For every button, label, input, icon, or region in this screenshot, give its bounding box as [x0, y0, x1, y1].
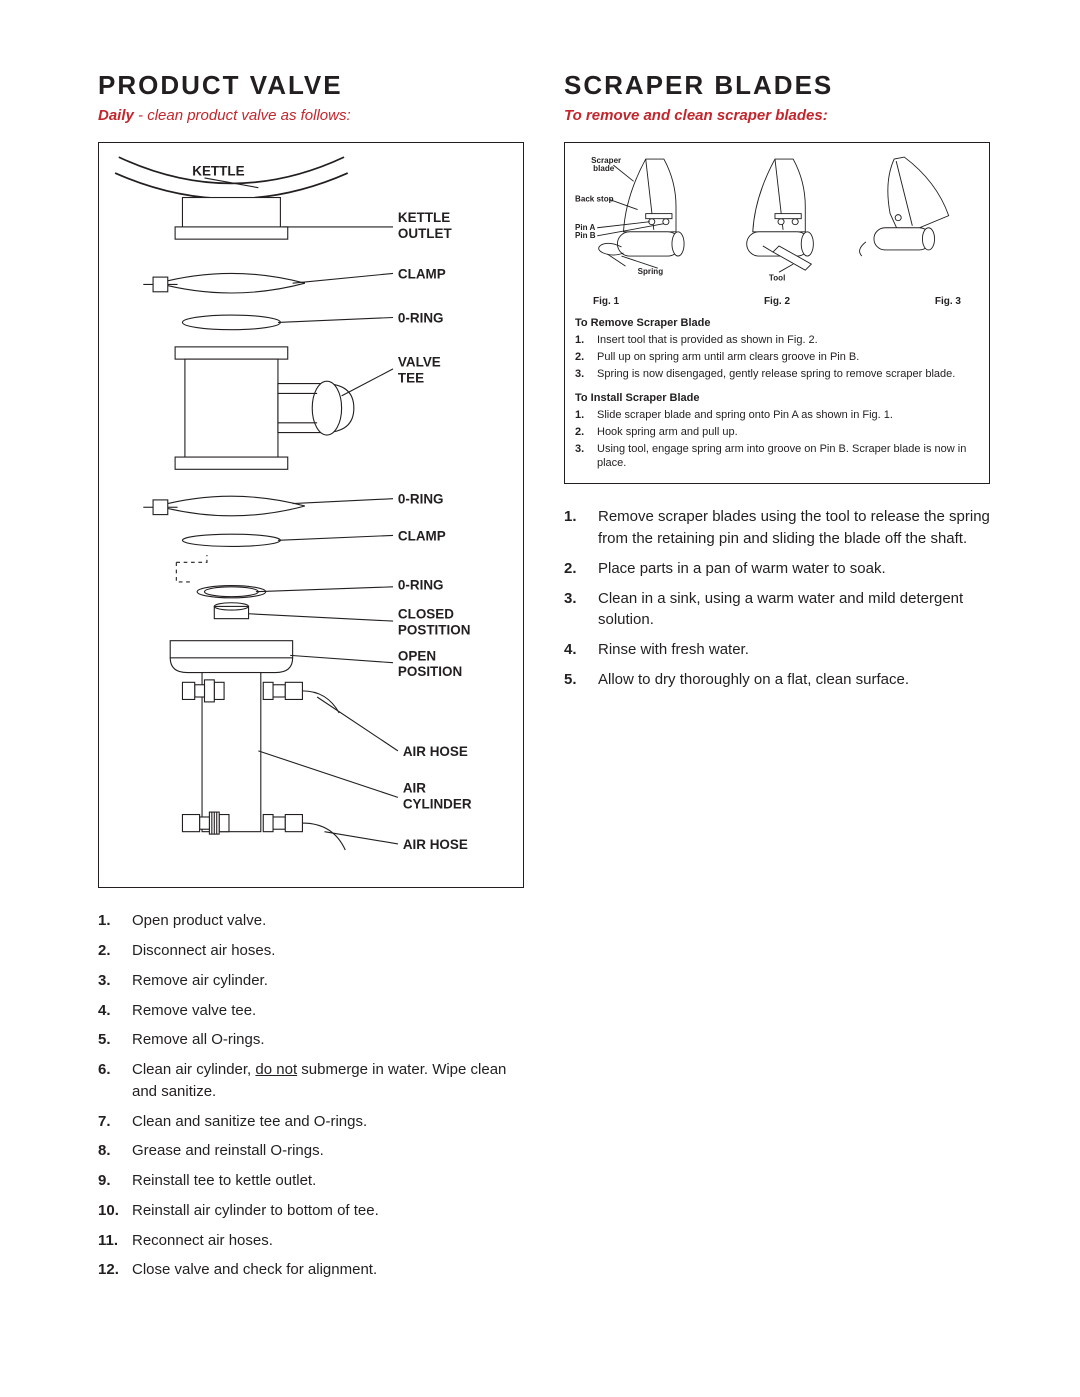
step-item: Insert tool that is provided as shown in… [575, 333, 979, 348]
step-item: Remove all O-rings. [98, 1029, 524, 1051]
step-item: Disconnect air hoses. [98, 940, 524, 962]
svg-text:KETTLE: KETTLE [398, 210, 450, 225]
right-column: Scraper Blades To remove and clean scrap… [564, 70, 990, 1289]
svg-text:CYLINDER: CYLINDER [403, 796, 472, 811]
step-item: Clean air cylinder, do not submerge in w… [98, 1059, 524, 1103]
svg-text:OUTLET: OUTLET [398, 226, 453, 241]
step-item: Place parts in a pan of warm water to so… [564, 558, 990, 580]
scraper-blades-subhead: To remove and clean scraper blades: [564, 107, 990, 124]
scraper-clean-steps: Remove scraper blades using the tool to … [564, 506, 990, 690]
step-item: Reinstall tee to kettle outlet. [98, 1170, 524, 1192]
step-item: Hook spring arm and pull up. [575, 425, 979, 440]
svg-text:POSTITION: POSTITION [398, 623, 471, 638]
step-item: Grease and reinstall O-rings. [98, 1140, 524, 1162]
svg-text:OPEN: OPEN [398, 648, 436, 663]
step-item: Rinse with fresh water. [564, 639, 990, 661]
scraper-diagram-box: Scraper blade Back stop Pin A Pin B Spri… [564, 142, 990, 484]
svg-text:CLAMP: CLAMP [398, 528, 446, 543]
step-item: Close valve and check for alignment. [98, 1259, 524, 1281]
step-item: Allow to dry thoroughly on a flat, clean… [564, 669, 990, 691]
product-valve-svg: KETTLE KETTLE OUTLET CLAMP 0-RING VALVE … [109, 151, 513, 873]
svg-text:0-RING: 0-RING [398, 577, 444, 592]
scraper-blades-heading: Scraper Blades [564, 70, 990, 101]
svg-text:0-RING: 0-RING [398, 310, 444, 325]
left-column: Product Valve Daily - clean product valv… [98, 70, 524, 1289]
step-item: Spring is now disengaged, gently release… [575, 367, 979, 382]
step-item: Clean and sanitize tee and O-rings. [98, 1111, 524, 1133]
scraper-svg: Scraper blade Back stop Pin A Pin B Spri… [575, 151, 979, 292]
svg-text:AIR: AIR [403, 780, 426, 795]
fig1-label: Fig. 1 [593, 296, 619, 307]
svg-text:0-RING: 0-RING [398, 492, 444, 507]
fig3-label: Fig. 3 [935, 296, 961, 307]
step-item: Clean in a sink, using a warm water and … [564, 588, 990, 632]
two-column-layout: Product Valve Daily - clean product valv… [98, 70, 990, 1289]
svg-text:AIR HOSE: AIR HOSE [403, 837, 468, 852]
svg-text:CLAMP: CLAMP [398, 266, 446, 281]
fig2-label: Fig. 2 [764, 296, 790, 307]
svg-text:Spring: Spring [638, 267, 664, 276]
svg-text:AIR HOSE: AIR HOSE [403, 744, 468, 759]
svg-text:KETTLE: KETTLE [192, 163, 244, 178]
svg-text:VALVE: VALVE [398, 354, 441, 369]
step-item: Remove air cylinder. [98, 970, 524, 992]
install-heading: To Install Scraper Blade [575, 392, 979, 404]
product-valve-steps: Open product valve. Disconnect air hoses.… [98, 910, 524, 1281]
svg-text:CLOSED: CLOSED [398, 607, 454, 622]
product-valve-heading: Product Valve [98, 70, 524, 101]
step-item: Pull up on spring arm until arm clears g… [575, 350, 979, 365]
product-valve-subhead: Daily - clean product valve as follows: [98, 107, 524, 124]
product-valve-diagram: KETTLE KETTLE OUTLET CLAMP 0-RING VALVE … [98, 142, 524, 888]
step-item: Reconnect air hoses. [98, 1230, 524, 1252]
step-item: Slide scraper blade and spring onto Pin … [575, 408, 979, 423]
step-item: Remove valve tee. [98, 1000, 524, 1022]
svg-text:blade: blade [593, 164, 615, 173]
step-item: Open product valve. [98, 910, 524, 932]
remove-steps: Insert tool that is provided as shown in… [575, 333, 979, 382]
svg-text:Pin B: Pin B [575, 231, 596, 240]
step-item: Reinstall air cylinder to bottom of tee. [98, 1200, 524, 1222]
svg-text:TEE: TEE [398, 370, 424, 385]
remove-heading: To Remove Scraper Blade [575, 317, 979, 329]
svg-text:POSITION: POSITION [398, 664, 462, 679]
svg-text:Tool: Tool [769, 273, 785, 282]
install-steps: Slide scraper blade and spring onto Pin … [575, 408, 979, 471]
figure-labels-row: Fig. 1 Fig. 2 Fig. 3 [575, 296, 979, 307]
svg-text:Back stop: Back stop [575, 194, 614, 203]
step-item: Using tool, engage spring arm into groov… [575, 442, 979, 472]
step-item: Remove scraper blades using the tool to … [564, 506, 990, 550]
